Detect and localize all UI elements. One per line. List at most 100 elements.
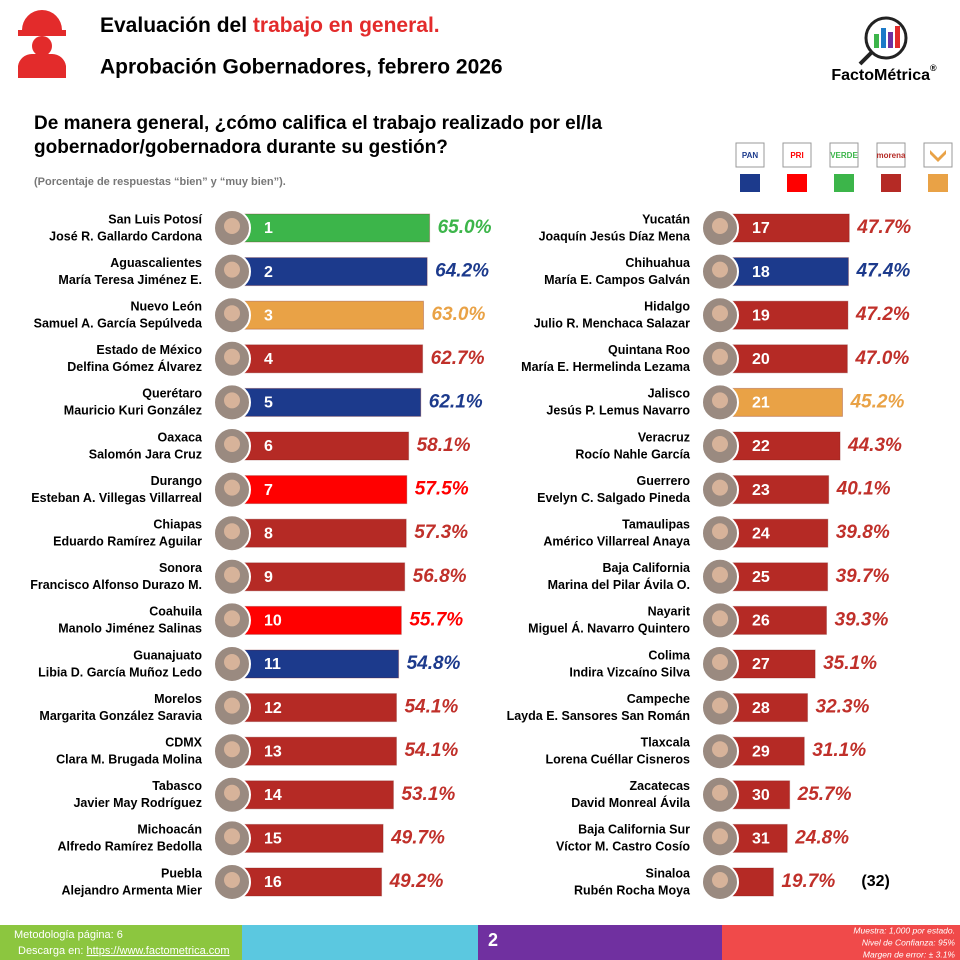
rank-label: 10 <box>264 613 282 630</box>
rank-label: 9 <box>264 569 273 586</box>
bar <box>231 387 422 417</box>
photo-face <box>712 523 728 540</box>
governor-name: Alfredo Ramírez Bedolla <box>58 840 204 854</box>
rank-label: 4 <box>264 351 273 368</box>
governor-name: Américo Villarreal Anaya <box>543 534 691 548</box>
value-label: 54.8% <box>407 653 461 674</box>
bar <box>231 780 394 810</box>
footer-band <box>242 925 478 960</box>
bar <box>231 693 397 723</box>
value-label: 54.1% <box>404 740 458 761</box>
photo-face <box>224 218 240 234</box>
photo-face <box>712 218 728 234</box>
brand-logo: FactoMétrica® <box>831 16 937 84</box>
governor-name: Mauricio Kuri González <box>64 404 202 418</box>
value-label: 57.5% <box>415 479 469 500</box>
photo-face <box>224 610 240 627</box>
bar <box>231 344 424 374</box>
sample: Muestra: 1,000 por estado. <box>853 925 955 935</box>
rank-label: 14 <box>264 787 282 804</box>
bar <box>231 257 428 287</box>
value-label: 57.3% <box>414 522 468 543</box>
url[interactable]: https://www.factometrica.com <box>87 945 230 957</box>
value-label: 62.7% <box>431 348 485 369</box>
state-name: Chiapas <box>153 517 202 531</box>
rank-label: 26 <box>752 613 770 630</box>
footer: Metodología página: 6 Descarga en: https… <box>0 925 960 960</box>
photo-face <box>712 741 728 758</box>
bar <box>231 867 383 897</box>
value-label: 32.3% <box>816 697 870 718</box>
rank-label: 8 <box>264 525 273 542</box>
note: (Porcentaje de respuestas “bien” y “muy … <box>34 176 286 188</box>
state-name: Sinaloa <box>646 866 692 880</box>
governor-name: Julio R. Menchaca Salazar <box>534 316 690 330</box>
bar <box>231 518 407 548</box>
party-logo <box>829 142 859 168</box>
state-name: Baja California <box>602 561 691 575</box>
state-name: Puebla <box>161 866 203 880</box>
rank-label: 22 <box>752 438 770 455</box>
footer-band <box>0 925 242 960</box>
state-name: Nayarit <box>648 605 691 619</box>
value-label: 45.2% <box>849 391 904 412</box>
party-logo <box>735 142 765 168</box>
state-name: Guanajuato <box>133 648 202 662</box>
state-name: Chihuahua <box>625 256 691 270</box>
rank-label: 16 <box>264 874 282 891</box>
legend-swatch <box>740 174 760 192</box>
governor-name: Joaquín Jesús Díaz Mena <box>539 229 691 243</box>
page-number: 2 <box>488 930 498 950</box>
photo-face <box>224 872 240 888</box>
governor-name: Salomón Jara Cruz <box>89 447 202 461</box>
photo-face <box>224 436 240 452</box>
photo-face <box>712 348 728 365</box>
state-name: Yucatán <box>642 212 690 226</box>
photo-face <box>712 436 728 452</box>
bar <box>231 213 431 243</box>
photo-face <box>224 741 240 758</box>
value-label: 39.8% <box>836 522 890 543</box>
rank-label: 21 <box>752 395 770 412</box>
rank-label: 28 <box>752 700 770 717</box>
state-name: Guerrero <box>637 474 691 488</box>
state-name: Durango <box>151 474 203 488</box>
bar <box>231 431 410 461</box>
value-label: 25.7% <box>797 784 852 805</box>
photo-face <box>712 697 728 714</box>
governor-name: Javier May Rodríguez <box>73 796 202 810</box>
value-label: 47.2% <box>855 304 910 325</box>
state-name: Sonora <box>159 561 203 575</box>
bar <box>231 605 402 635</box>
governor-name: María Teresa Jiménez E. <box>58 273 202 287</box>
state-name: Querétaro <box>142 387 202 401</box>
legend-label: PRI <box>790 151 803 160</box>
value-label: 49.7% <box>390 827 445 848</box>
photo-face <box>712 872 728 888</box>
value-label: 65.0% <box>438 217 492 238</box>
footer-band <box>478 925 722 960</box>
state-name: Tamaulipas <box>622 517 690 531</box>
rank-label: 23 <box>752 482 770 499</box>
state-name: Oaxaca <box>158 430 204 444</box>
value-label: 54.1% <box>404 697 458 718</box>
rank-label: 1 <box>264 220 273 237</box>
state-name: Aguascalientes <box>110 256 202 270</box>
value-label: 47.7% <box>856 217 911 238</box>
photo-face <box>224 566 240 583</box>
governor-name: Francisco Alfonso Durazo M. <box>30 578 202 592</box>
photo-face <box>224 523 240 540</box>
photo-face <box>712 654 728 670</box>
rank-label: 13 <box>264 743 282 760</box>
photo-face <box>224 261 240 278</box>
bar <box>719 387 843 417</box>
rank-label: 29 <box>752 743 770 760</box>
governor-name: Rubén Rocha Moya <box>574 883 691 897</box>
rank-label: (32) <box>861 873 889 890</box>
brand-name: FactoMétrica® <box>831 63 937 84</box>
rank-label: 27 <box>752 656 770 673</box>
governor-name: Alejandro Armenta Mier <box>61 883 202 897</box>
rank-label: 12 <box>264 700 282 717</box>
photo-face <box>712 566 728 583</box>
photo-face <box>712 305 728 322</box>
